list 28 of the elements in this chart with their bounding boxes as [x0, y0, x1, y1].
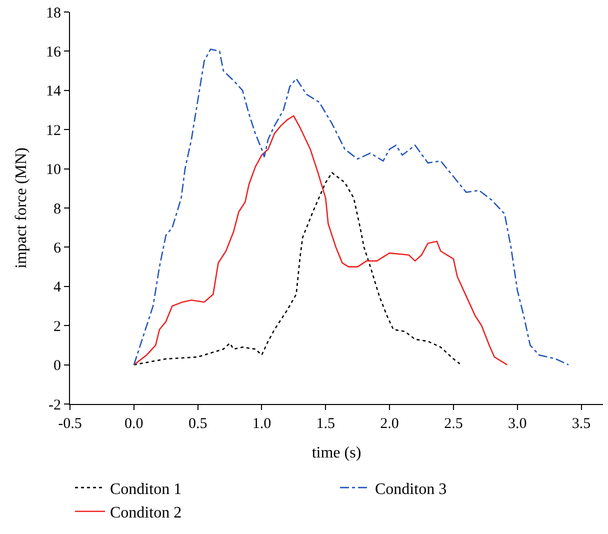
- y-tick-label: 6: [54, 240, 62, 256]
- x-axis-title: time (s): [312, 444, 362, 462]
- x-tick-label: 0.0: [124, 416, 144, 432]
- x-tick-label: 1.0: [252, 416, 272, 432]
- y-tick-label: 14: [46, 84, 62, 100]
- legend-label: Conditon 3: [375, 480, 447, 498]
- line-series: [133, 172, 460, 366]
- y-tick-label: 12: [46, 122, 61, 139]
- y-tick-label: 0: [54, 358, 61, 374]
- y-tick-label: 18: [46, 5, 61, 22]
- y-tick-label: 8: [54, 201, 61, 218]
- y-tick-label: 10: [46, 162, 61, 178]
- x-tick-label: 2.5: [444, 416, 463, 432]
- x-tick-label: 2.0: [380, 416, 399, 432]
- line-series: [133, 115, 508, 366]
- y-tick-label: 4: [54, 280, 62, 296]
- legend-label: Conditon 2: [110, 504, 182, 522]
- x-tick-label: 1.5: [316, 416, 336, 432]
- y-tick-label: 16: [46, 44, 62, 60]
- y-axis-title: impact force (MN): [12, 148, 30, 268]
- y-tick-label: -2: [48, 397, 61, 414]
- x-tick-label: 3.5: [572, 416, 591, 432]
- x-tick-label: 3.0: [508, 416, 527, 432]
- legend-label: Conditon 1: [110, 480, 182, 498]
- x-tick-label: 0.5: [188, 416, 208, 432]
- x-tick-label: -0.5: [58, 416, 82, 432]
- y-tick-label: 2: [54, 318, 61, 335]
- line-series: [133, 48, 570, 366]
